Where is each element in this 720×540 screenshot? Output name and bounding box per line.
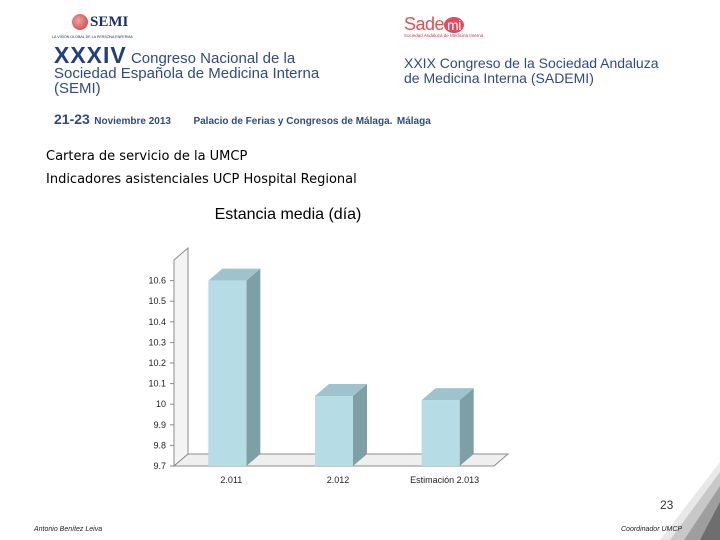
y-tick-label: 9.7 <box>153 461 166 471</box>
congress-line-1: Congreso Nacional de la <box>130 50 296 67</box>
y-tick-label: 10.3 <box>148 337 166 347</box>
subtitle-line-1: Cartera de servicio de la UMCP <box>46 149 248 164</box>
y-tick-label: 10.6 <box>148 276 166 286</box>
bar-side <box>459 388 474 466</box>
sademi-logo-name: Sade mi <box>404 14 524 35</box>
sademi-logo-mark: mi <box>444 17 464 33</box>
bar-side <box>246 268 261 466</box>
semi-logo-tagline: LA VISIÓN GLOBAL DE LA PERSONA ENFERMA <box>52 35 133 39</box>
y-tick-label: 10.5 <box>148 296 166 306</box>
corner-decoration <box>660 462 720 540</box>
page-number: 23 <box>660 498 674 512</box>
slide-subtitle: Cartera de servicio de la UMCP Indicador… <box>46 145 357 191</box>
y-tick-label: 10.1 <box>148 379 166 389</box>
chart-title: Estancia media (día) <box>215 206 362 223</box>
bar <box>208 280 247 466</box>
semi-logo-name: SEMI <box>90 14 129 30</box>
y-tick-label: 9.8 <box>153 440 166 450</box>
chart-side-wall <box>173 246 189 468</box>
chart-container: Estancia media (día) 9.7 9.8 9.9 10 10.1 10.2 1… <box>128 194 512 496</box>
footer-author: Antonio Benítez Leiva <box>34 526 103 533</box>
x-tick-label: 2.012 <box>327 475 350 485</box>
congress-line-2: Sociedad Española de Medicina Interna <box>54 65 320 82</box>
bar-chart: Estancia media (día) 9.7 9.8 9.9 10 10.1 10.2 1… <box>148 206 510 485</box>
y-tick-label: 10.4 <box>148 317 166 327</box>
congress-line-3: (SEMI) <box>54 80 101 97</box>
bar <box>315 395 353 466</box>
bar-top <box>208 268 261 281</box>
bar-top <box>315 383 367 396</box>
footer-role: Coordinador UMCP <box>621 526 683 533</box>
date-days: 21-23 <box>54 111 90 127</box>
x-tick-label: Estimación 2.013 <box>410 475 479 485</box>
venue: Palacio de Ferias y Congresos de Málaga. <box>193 116 393 127</box>
sademi-line-1: XXIX Congreso de la Sociedad Andaluza <box>404 55 659 71</box>
city: Málaga <box>396 116 431 127</box>
globe-icon <box>72 14 88 30</box>
sademi-line-2: de Medicina Interna (SADEMI) <box>404 70 594 86</box>
subtitle-line-2: Indicadores asistenciales UCP Hospital R… <box>46 172 357 187</box>
y-tick-label: 10 <box>156 399 166 409</box>
sademi-logo: Sade mi Sociedad Andaluza de Medicina Int… <box>404 14 524 44</box>
y-tick-label: 9.9 <box>153 420 166 430</box>
x-tick-label: 2.011 <box>220 475 242 485</box>
date-month: Noviembre 2013 <box>94 116 171 127</box>
y-tick-label: 10.2 <box>148 358 166 368</box>
bar <box>421 400 460 466</box>
semi-logo: SEMI LA VISIÓN GLOBAL DE LA PERSONA ENFE… <box>52 12 162 42</box>
sademi-logo-tagline: Sociedad Andaluza de Medicina Interna <box>404 33 484 38</box>
bar-top <box>421 388 474 401</box>
date-place-line: 21-23 Noviembre 2013 Palacio de Ferias y… <box>54 111 431 129</box>
sademi-congress-title: XXIX Congreso de la Sociedad Andaluza de… <box>404 56 659 86</box>
congress-number: XXXIV <box>54 42 127 68</box>
bar-side <box>353 383 367 466</box>
semi-congress-title: XXXIV Congreso Nacional de la Sociedad E… <box>54 44 320 97</box>
